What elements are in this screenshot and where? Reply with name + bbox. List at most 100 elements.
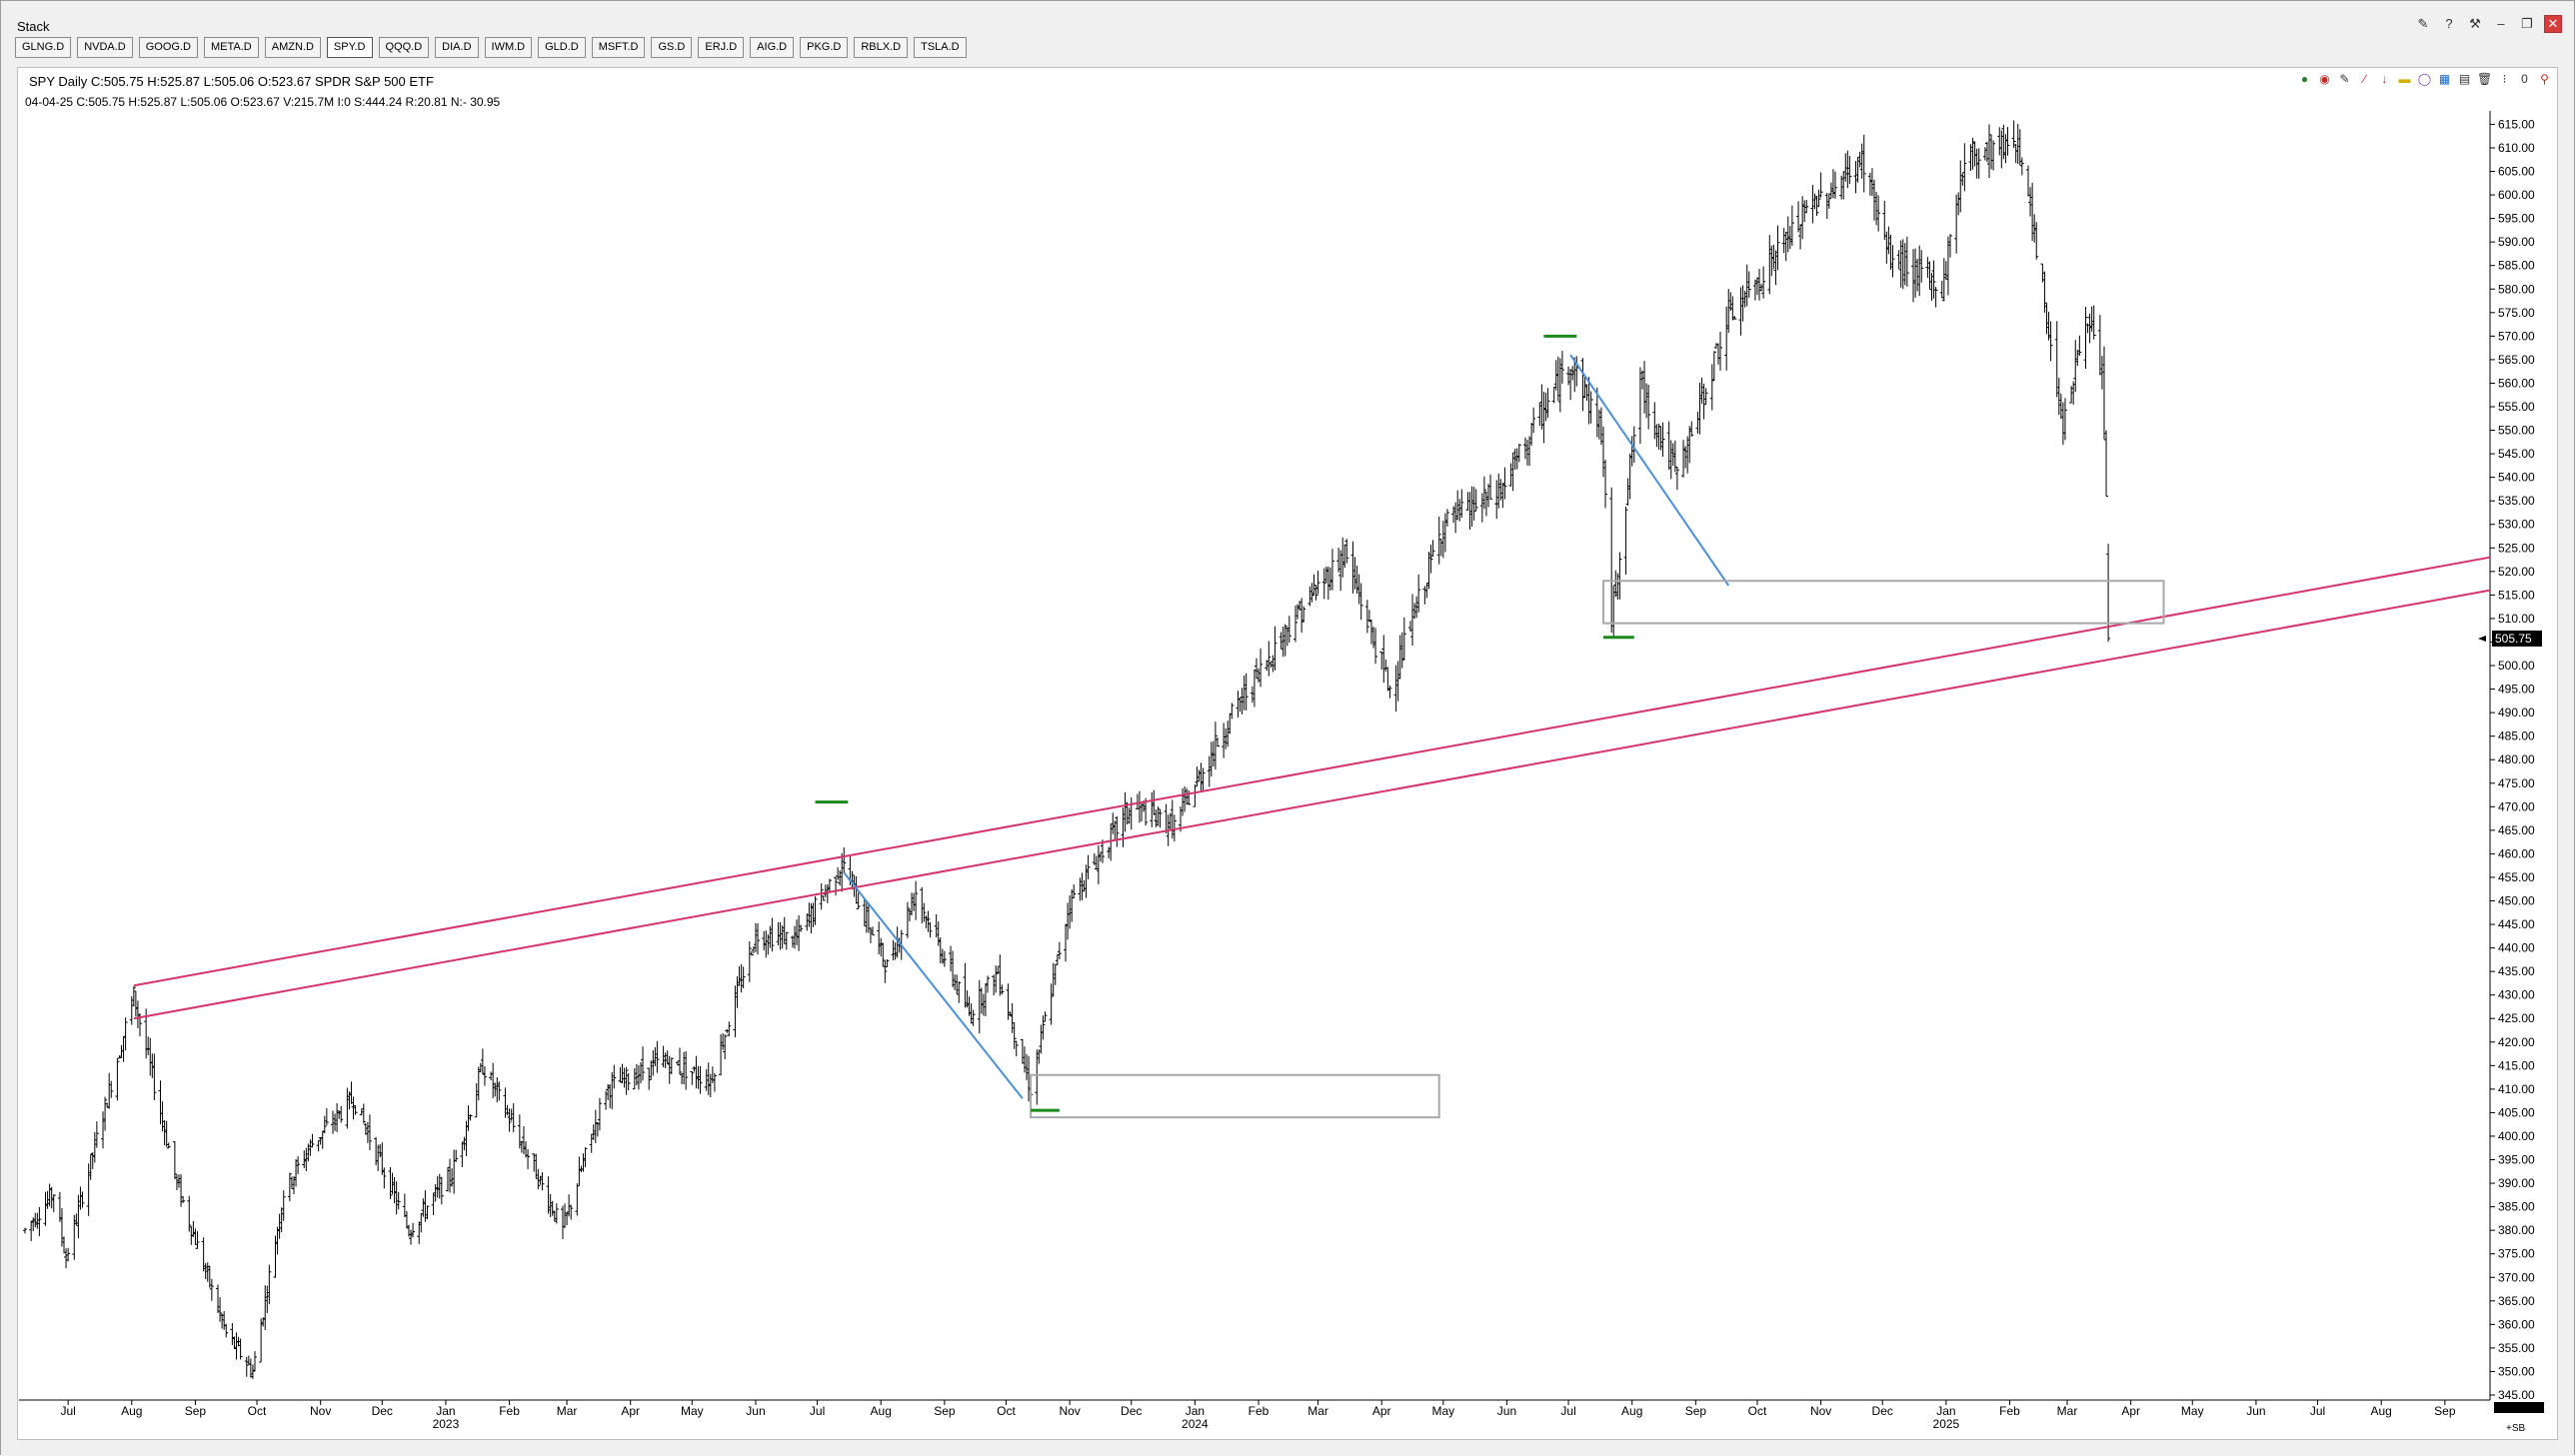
ohlc-bar xyxy=(376,1144,381,1172)
ohlc-bar xyxy=(1553,360,1558,391)
y-tick-label: 540.00 xyxy=(2498,471,2535,485)
ohlc-bar xyxy=(80,1191,85,1208)
ohlc-bar xyxy=(647,1067,652,1090)
ohlc-bar xyxy=(380,1142,385,1175)
pencil-icon[interactable]: ✎ xyxy=(2339,72,2350,86)
tab-meta-d[interactable]: META.D xyxy=(203,37,259,58)
ohlc-bar xyxy=(893,941,898,960)
x-tick-label: Jun xyxy=(1497,1404,1516,1418)
ohlc-bar xyxy=(1810,184,1815,224)
ohlc-bar xyxy=(560,1205,565,1240)
ohlc-bar xyxy=(281,1190,286,1221)
ohlc-bar xyxy=(115,1058,120,1101)
ohlc-bar xyxy=(1695,411,1700,434)
y-tick-label: 590.00 xyxy=(2498,235,2535,249)
tab-amzn-d[interactable]: AMZN.D xyxy=(264,37,321,58)
tab-qqq-d[interactable]: QQQ.D xyxy=(378,37,430,58)
ohlc-bar xyxy=(439,1176,444,1205)
ohlc-bar xyxy=(1410,594,1415,647)
trash-icon[interactable]: 🗑 xyxy=(2477,72,2493,86)
y-tick-label: 420.00 xyxy=(2498,1035,2535,1049)
arrow-down-icon[interactable]: ↓ xyxy=(2381,72,2388,86)
table-icon[interactable]: ▤ xyxy=(2458,72,2471,86)
ohlc-bar xyxy=(1127,807,1132,824)
ohlc-bar xyxy=(322,1115,327,1133)
tab-spy-d[interactable]: SPY.D xyxy=(326,37,373,58)
ohlc-bar xyxy=(1336,548,1341,573)
ohlc-bar xyxy=(905,901,910,938)
tab-gs-d[interactable]: GS.D xyxy=(651,37,693,58)
tab-gld-d[interactable]: GLD.D xyxy=(538,37,586,58)
x-year-label: 2025 xyxy=(1933,1417,1960,1431)
y-tick-label: 605.00 xyxy=(2498,165,2535,179)
tab-goog-d[interactable]: GOOG.D xyxy=(138,37,198,58)
ohlc-bar xyxy=(762,930,767,950)
tab-glng-d[interactable]: GLNG.D xyxy=(15,37,72,58)
minimize-icon[interactable]: – xyxy=(2497,16,2505,31)
tools-icon[interactable]: ⚒ xyxy=(2469,16,2481,31)
ohlc-bar xyxy=(1457,499,1462,522)
ohlc-bar xyxy=(998,954,1003,996)
tab-msft-d[interactable]: MSFT.D xyxy=(591,37,646,58)
ohlc-bar xyxy=(1945,236,1950,296)
tab-iwm-d[interactable]: IWM.D xyxy=(484,37,533,58)
ohlc-bar xyxy=(1436,516,1441,565)
ohlc-bar xyxy=(971,1009,976,1026)
ohlc-bar xyxy=(1625,478,1630,506)
tab-dia-d[interactable]: DIA.D xyxy=(435,37,479,58)
edit-icon[interactable]: ✎ xyxy=(2417,16,2429,31)
tab-pkg-d[interactable]: PKG.D xyxy=(800,37,849,58)
tab-aig-d[interactable]: AIG.D xyxy=(750,37,795,58)
ohlc-bar xyxy=(23,1227,27,1234)
tab-rblx-d[interactable]: RBLX.D xyxy=(854,37,909,58)
tab-nvda-d[interactable]: NVDA.D xyxy=(77,37,133,58)
ohlc-bar xyxy=(1627,454,1632,500)
restore-icon[interactable]: ❐ xyxy=(2521,16,2533,31)
ohlc-bar xyxy=(622,1067,627,1088)
ohlc-bar xyxy=(109,1080,114,1098)
ohlc-bar xyxy=(148,1037,153,1076)
y-tick-label: 385.00 xyxy=(2498,1200,2535,1214)
settings-icon[interactable]: ⁝ xyxy=(2502,72,2507,86)
close-icon[interactable]: ✕ xyxy=(2544,15,2562,33)
ohlc-bar xyxy=(1064,923,1069,962)
ohlc-bar xyxy=(739,963,744,993)
ohlc-bar xyxy=(1898,240,1903,288)
tab-erj-d[interactable]: ERJ.D xyxy=(698,37,745,58)
globe-icon[interactable]: ● xyxy=(2300,72,2309,86)
ohlc-bar xyxy=(924,915,929,928)
ohlc-bar xyxy=(1674,466,1679,491)
ohlc-bar xyxy=(1588,391,1593,424)
ohlc-bar xyxy=(1855,157,1860,183)
ohlc-bar xyxy=(1929,273,1934,301)
ohlc-bar xyxy=(1804,200,1809,214)
ohlc-bar xyxy=(1598,407,1603,446)
ohlc-bar xyxy=(203,1263,208,1280)
ohlc-bar xyxy=(1283,624,1288,657)
help-icon[interactable]: ? xyxy=(2445,16,2453,31)
ohlc-bar xyxy=(610,1071,615,1110)
rectangle-icon[interactable]: ▬ xyxy=(2398,72,2411,86)
zero-icon[interactable]: 0 xyxy=(2521,72,2528,86)
ohlc-bar xyxy=(595,1122,600,1137)
ohlc-bar xyxy=(1617,552,1622,600)
cycle-icon[interactable]: ◉ xyxy=(2319,72,2330,86)
grid-icon[interactable]: ▦ xyxy=(2438,72,2451,86)
x-tick-label: Jan xyxy=(1186,1404,1205,1418)
circle-icon[interactable]: ◯ xyxy=(2417,72,2432,86)
ohlc-bar xyxy=(1510,453,1515,492)
ohlc-bar xyxy=(957,980,962,1003)
ohlc-bar xyxy=(1096,844,1101,884)
tab-tsla-d[interactable]: TSLA.D xyxy=(914,37,967,58)
ohlc-bar xyxy=(1451,506,1456,524)
ohlc-bar xyxy=(511,1103,516,1132)
ohlc-bar xyxy=(1483,491,1488,517)
ohlc-bar xyxy=(1467,492,1472,530)
fib-icon[interactable]: ∕ xyxy=(2363,72,2366,86)
ohlc-bar xyxy=(2060,402,2065,446)
pin-icon[interactable]: ⚲ xyxy=(2540,72,2549,86)
x-tick-label: Sep xyxy=(2434,1404,2456,1418)
y-tick-label: 375.00 xyxy=(2498,1247,2535,1261)
ohlc-bar xyxy=(1775,225,1780,271)
